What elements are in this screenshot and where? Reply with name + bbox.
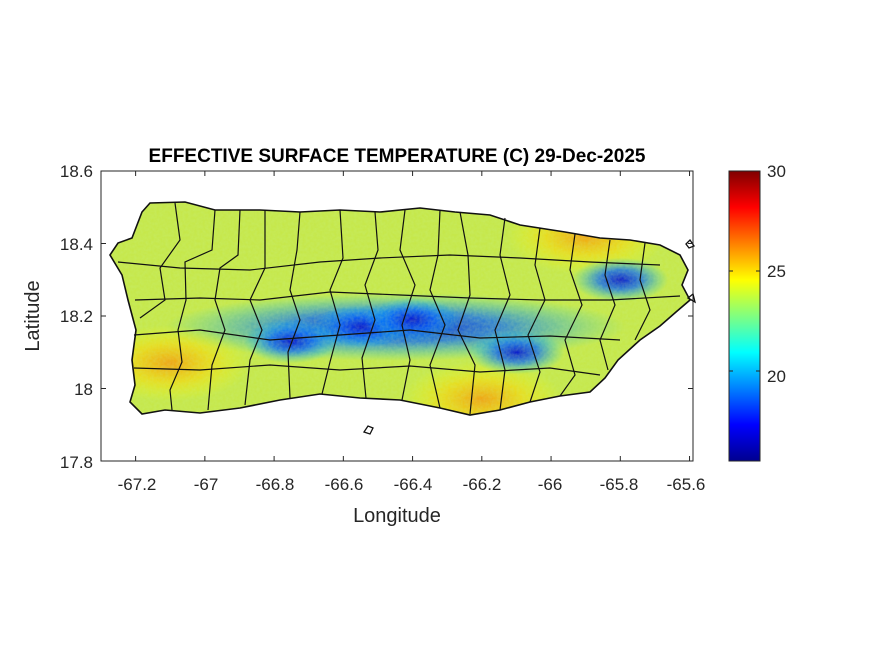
y-tick-label: 18.4	[60, 235, 93, 254]
municipality-border	[207, 209, 241, 411]
municipality-border	[321, 209, 344, 395]
y-tick-label: 18.6	[60, 162, 93, 181]
map-title: EFFECTIVE SURFACE TEMPERATURE (C) 29-Dec…	[149, 146, 646, 167]
x-tick-label: -67.2	[118, 475, 157, 494]
y-tick-label: 18.2	[60, 307, 93, 326]
municipality-border	[429, 209, 446, 409]
islet	[685, 238, 695, 249]
municipality-boundaries	[109, 201, 692, 416]
islet	[362, 425, 374, 435]
x-tick-label: -66.6	[325, 475, 364, 494]
municipality-border	[361, 211, 379, 399]
municipality-border	[133, 329, 621, 341]
municipality-border	[599, 239, 616, 371]
y-tick-label: 18	[74, 380, 93, 399]
municipality-border	[457, 211, 476, 415]
municipality-border	[634, 242, 651, 341]
x-tick-label: -66.4	[394, 475, 433, 494]
islet	[686, 292, 697, 304]
colorbar-tick-label: 30	[767, 162, 786, 181]
offshore-islets	[362, 238, 697, 435]
x-tick-label: -66	[538, 475, 563, 494]
municipality-border	[244, 210, 266, 406]
x-tick-label: -65.6	[667, 475, 706, 494]
tick-marks	[101, 170, 693, 462]
colorbar	[728, 170, 761, 462]
x-tick-label: -65.8	[600, 475, 639, 494]
municipality-border	[559, 233, 583, 397]
x-tick-label: -66.8	[256, 475, 295, 494]
municipality-border	[117, 254, 661, 271]
colorbar-tick-label: 20	[767, 367, 786, 386]
municipality-border	[134, 291, 681, 301]
municipality-border	[139, 202, 181, 319]
municipality-border	[133, 364, 601, 376]
municipality-border	[287, 211, 301, 399]
y-tick-label: 17.8	[60, 453, 93, 472]
x-axis-label: Longitude	[353, 505, 441, 527]
colorbar-ticks	[729, 270, 760, 372]
x-tick-label: -66.2	[463, 475, 502, 494]
municipality-border	[494, 217, 511, 411]
colorbar-tick-label: 25	[767, 262, 786, 281]
y-axis-label: Latitude	[22, 280, 44, 351]
municipality-border	[169, 209, 216, 411]
x-tick-label: -67	[194, 475, 219, 494]
